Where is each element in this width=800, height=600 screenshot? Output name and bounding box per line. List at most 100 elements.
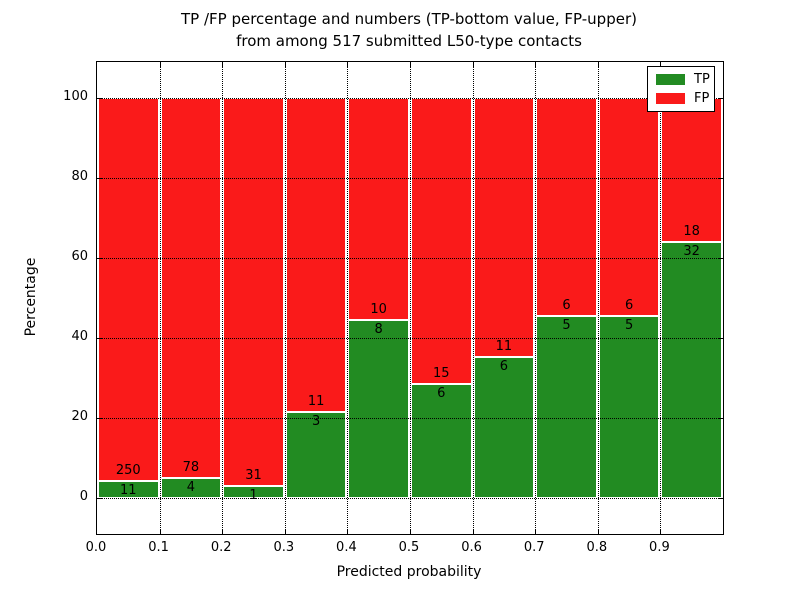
x-axis-label: Predicted probability xyxy=(336,564,482,580)
legend-swatch-tp xyxy=(656,74,685,86)
y-tick-label: 40 xyxy=(71,329,88,344)
x-tick-mark xyxy=(159,62,161,67)
bar-segment-fp xyxy=(597,98,661,317)
x-tick-label: 0.8 xyxy=(586,540,608,555)
y-axis-label: Percentage xyxy=(23,257,39,337)
x-tick-label: 0.7 xyxy=(523,540,545,555)
x-tick-label: 0.0 xyxy=(85,540,107,555)
bar-segment-tp xyxy=(97,481,160,498)
v-gridline xyxy=(284,62,286,534)
bar-segment-fp xyxy=(222,98,285,486)
x-tick-mark xyxy=(410,529,411,534)
x-tick-mark xyxy=(660,62,662,67)
y-tick-mark xyxy=(718,498,723,499)
bar-count-label-tp: 6 xyxy=(499,358,509,374)
x-tick-mark xyxy=(472,62,474,67)
bar-count-label-tp: 11 xyxy=(120,483,137,499)
bar-segment-fp xyxy=(410,98,473,384)
bar-segment-tp xyxy=(472,356,536,498)
bar-segment-fp xyxy=(284,98,348,413)
x-tick-mark xyxy=(222,529,224,534)
x-tick-mark xyxy=(159,529,161,534)
legend-entry-tp: TP xyxy=(648,73,714,86)
legend-swatch-fp xyxy=(656,92,685,104)
v-gridline xyxy=(159,62,161,534)
bar-count-label-fp: 10 xyxy=(370,302,387,318)
y-tick-label: 20 xyxy=(71,409,88,424)
bar-count-label-tp: 8 xyxy=(374,322,383,338)
bar-count-label-fp: 6 xyxy=(624,298,634,314)
bar-count-label-tp: 5 xyxy=(562,318,571,334)
y-tick-label: 0 xyxy=(79,489,88,504)
v-gridline xyxy=(472,62,474,534)
bar-segment-fp xyxy=(535,98,598,317)
v-gridline xyxy=(410,62,411,534)
bar-segment-fp xyxy=(660,98,723,242)
bar-count-label-tp: 1 xyxy=(249,487,258,503)
bar-segment-fp xyxy=(159,98,223,479)
x-tick-label: 0.6 xyxy=(461,540,482,555)
y-tick-label: 60 xyxy=(71,249,88,264)
bar-count-label-fp: 6 xyxy=(562,298,571,314)
x-tick-mark xyxy=(347,62,349,67)
x-tick-label: 0.3 xyxy=(273,540,295,555)
legend-label-tp: TP xyxy=(694,72,710,88)
plot-area: 250 11 78 4 31 1 11 3 10 8 15 6 11 6 6 5 6 5 18 32 xyxy=(96,61,724,535)
v-gridline xyxy=(597,62,599,534)
legend-label-fp: FP xyxy=(694,90,710,106)
bar-count-label-tp: 4 xyxy=(186,480,196,496)
bar-segment-fp xyxy=(472,98,536,357)
bar-count-label-fp: 31 xyxy=(245,467,262,483)
x-tick-mark xyxy=(284,529,286,534)
y-tick-mark xyxy=(97,418,102,419)
bar-count-label-fp: 11 xyxy=(307,394,325,410)
x-tick-mark xyxy=(660,529,662,534)
y-tick-mark xyxy=(718,178,723,179)
bar-count-label-fp: 250 xyxy=(115,463,141,479)
chart-title-line2: from among 517 submitted L50-type contac… xyxy=(236,32,582,50)
bar-segment-fp xyxy=(97,98,160,482)
x-tick-mark xyxy=(472,529,474,534)
x-tick-label: 0.5 xyxy=(398,540,420,555)
bar-segment-tp xyxy=(347,320,410,498)
y-tick-mark xyxy=(97,258,102,259)
x-tick-label: 0.9 xyxy=(649,540,670,555)
y-tick-mark xyxy=(97,498,102,499)
x-tick-mark xyxy=(535,62,537,67)
chart-title: TP /FP percentage and numbers (TP-bottom… xyxy=(96,8,722,52)
y-tick-mark xyxy=(718,258,723,259)
bar-segment-fp xyxy=(347,98,410,321)
y-tick-label: 80 xyxy=(71,169,88,184)
bar-count-label-tp: 32 xyxy=(683,244,700,259)
x-tick-mark xyxy=(597,529,599,534)
x-tick-label: 0.1 xyxy=(148,540,169,555)
y-tick-mark xyxy=(97,98,102,99)
x-tick-label: 0.4 xyxy=(336,540,357,555)
x-tick-mark xyxy=(597,62,599,67)
v-gridline xyxy=(347,62,349,534)
bar-segment-tp xyxy=(660,242,723,498)
bar-segment-tp xyxy=(535,316,598,498)
bar-count-label-tp: 6 xyxy=(437,385,446,401)
x-tick-mark xyxy=(284,62,286,67)
v-gridline xyxy=(660,62,662,534)
bar-count-label-fp: 18 xyxy=(683,224,700,239)
x-tick-mark xyxy=(222,62,224,67)
x-tick-mark xyxy=(410,62,411,67)
bar-count-label-tp: 5 xyxy=(624,318,634,334)
bar-count-label-fp: 78 xyxy=(182,460,200,476)
y-tick-mark xyxy=(97,338,102,339)
y-tick-mark xyxy=(718,98,723,99)
y-tick-mark xyxy=(97,178,102,179)
y-tick-label: 100 xyxy=(63,89,88,104)
x-tick-mark xyxy=(535,529,537,534)
x-tick-mark xyxy=(347,529,349,534)
x-tick-label: 0.2 xyxy=(210,540,232,555)
chart-title-line1: TP /FP percentage and numbers (TP-bottom… xyxy=(181,10,637,28)
v-gridline xyxy=(535,62,537,534)
y-tick-mark xyxy=(718,338,723,339)
bar-segment-tp xyxy=(597,316,661,498)
bar-count-label-fp: 11 xyxy=(495,338,513,354)
legend: TP FP xyxy=(647,66,715,112)
